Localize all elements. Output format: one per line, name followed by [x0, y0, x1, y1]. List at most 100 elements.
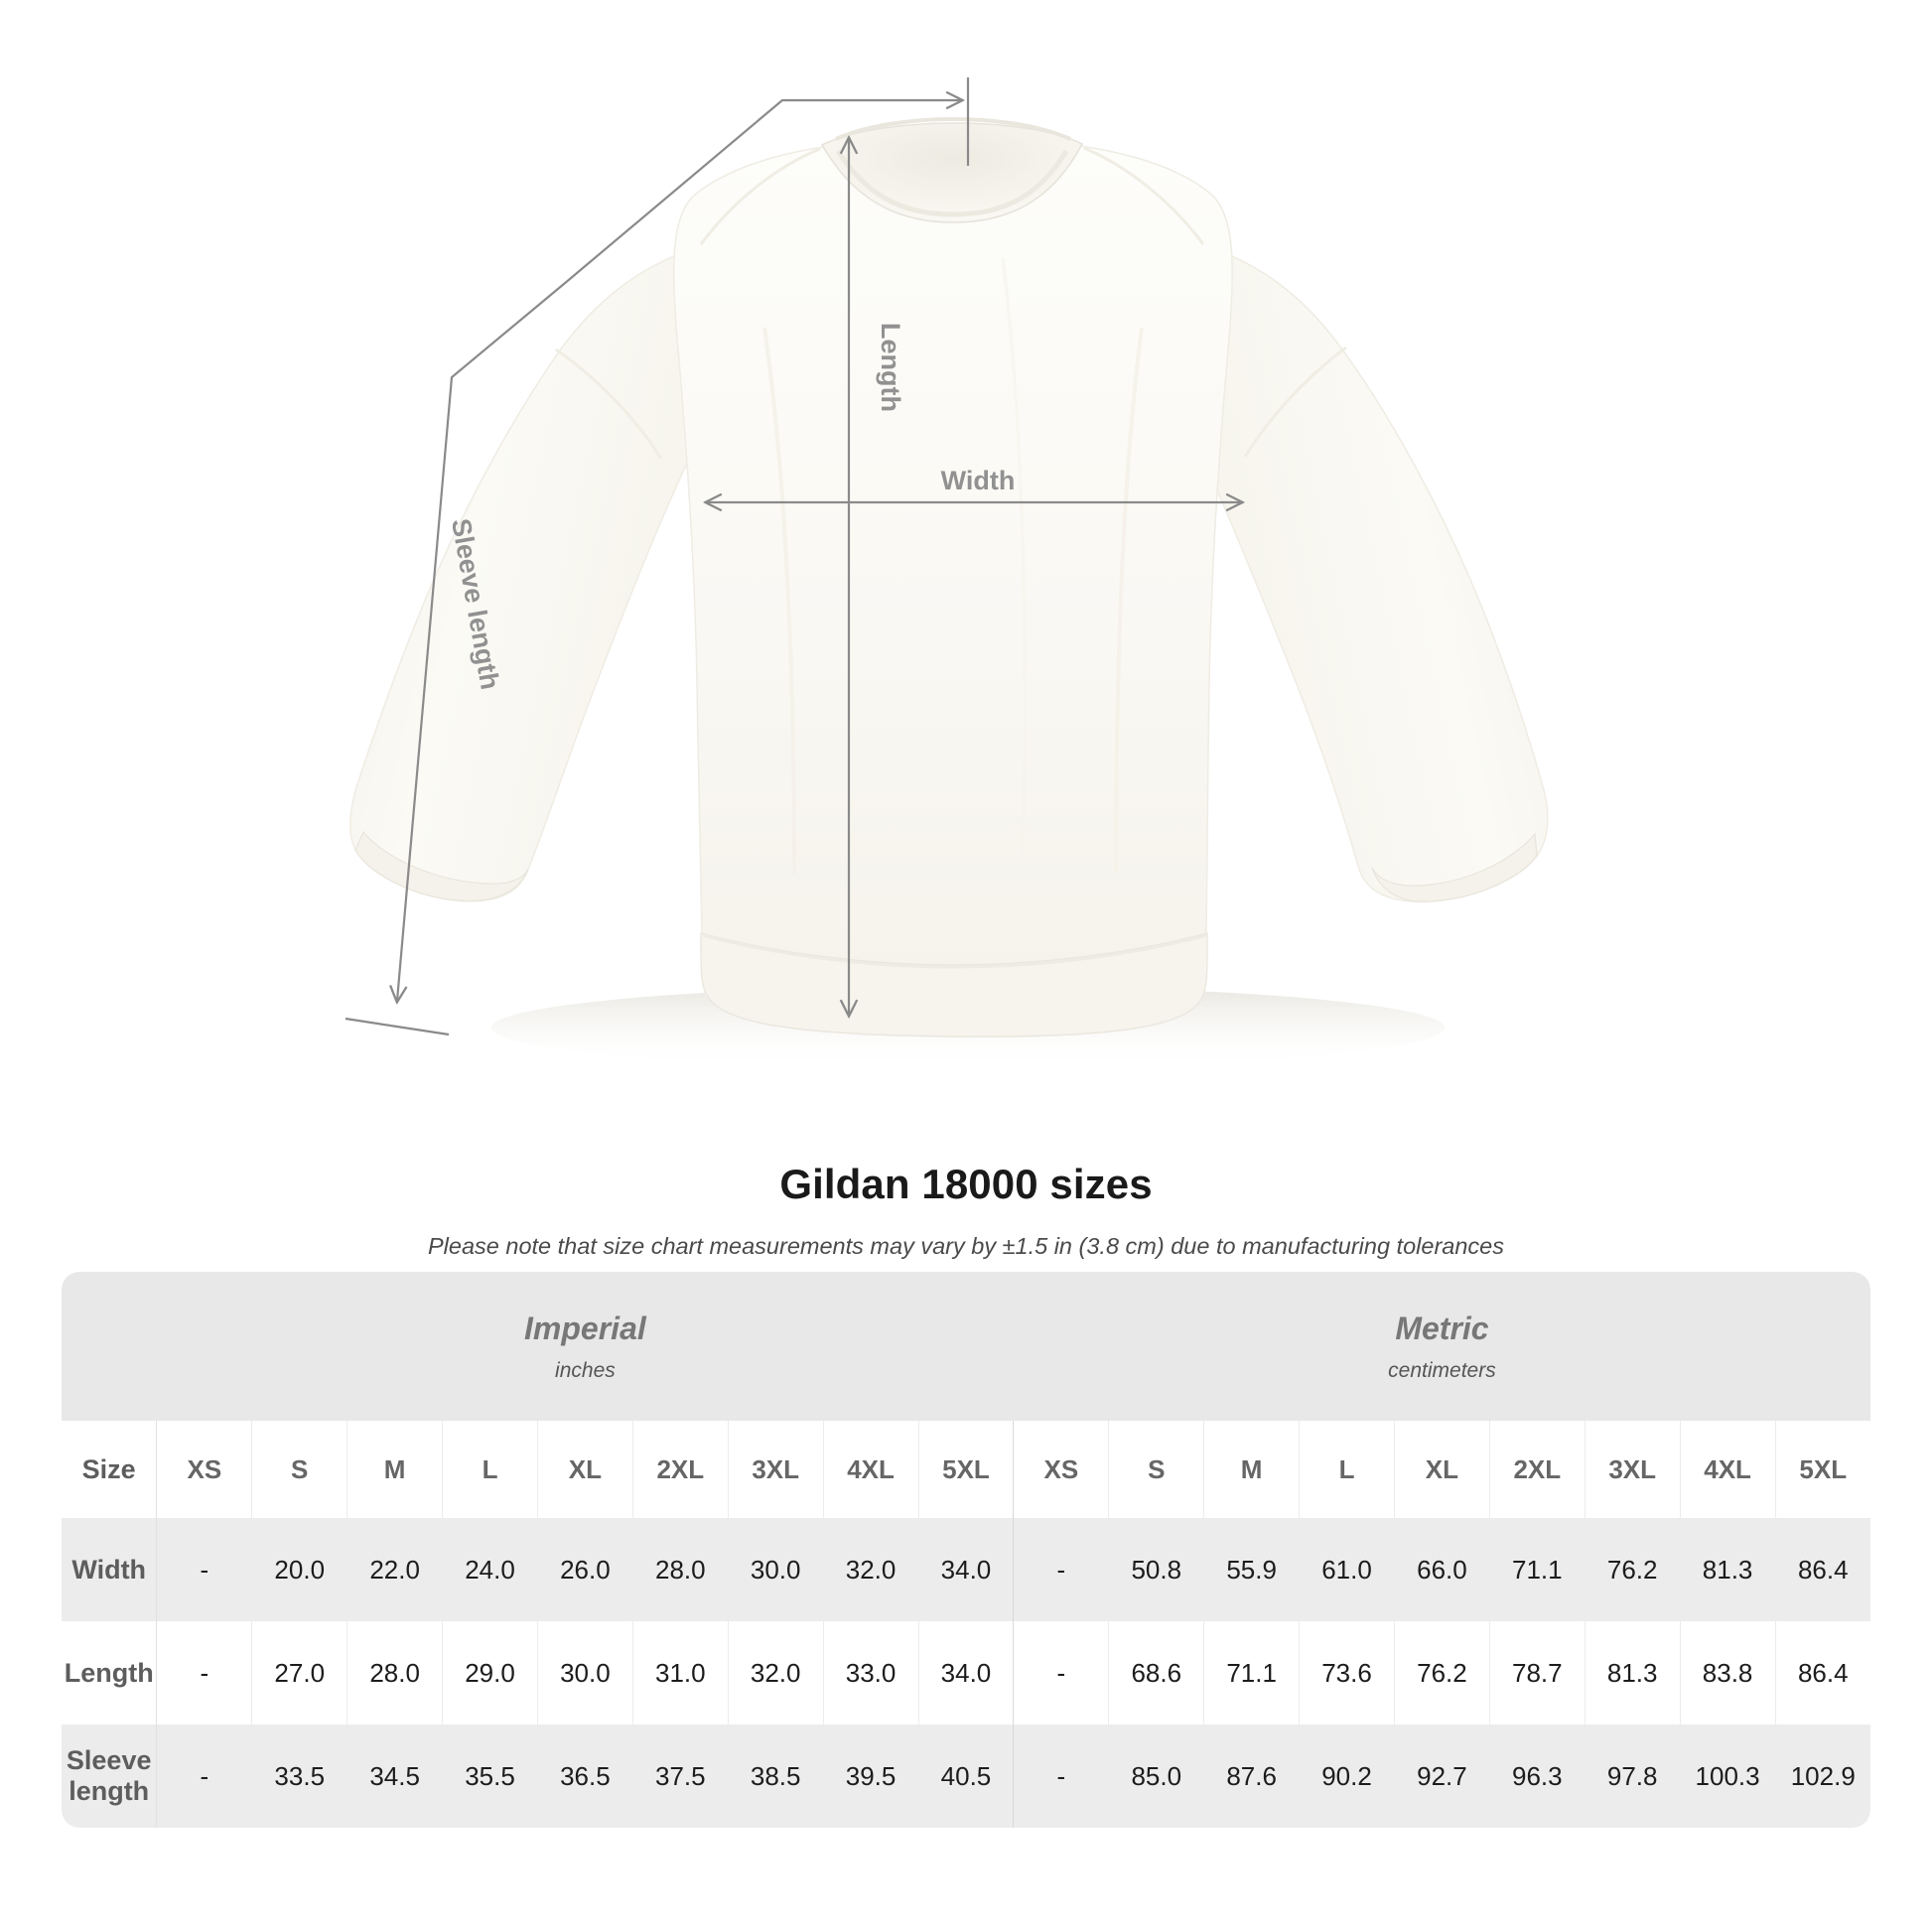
cell-length-imperial-l: 29.0: [442, 1621, 538, 1725]
cell-sleeve-imperial-4xl: 39.5: [823, 1725, 919, 1828]
unit-header-row: Imperial inches Metric centimeters: [62, 1272, 1870, 1421]
cell-length-imperial-xl: 30.0: [537, 1621, 633, 1725]
cell-length-imperial-xs: -: [156, 1621, 253, 1725]
length-annotation-label: Length: [876, 323, 905, 412]
size-header-imperial-5xl: 5XL: [918, 1421, 1015, 1518]
size-header-metric-5xl: 5XL: [1775, 1421, 1870, 1518]
cell-sleeve-imperial-2xl: 37.5: [632, 1725, 729, 1828]
sleeve-guide-line: [397, 100, 961, 1001]
right-sleeve: [1190, 244, 1549, 902]
unit-header-imperial: Imperial inches: [156, 1272, 1014, 1421]
fabric-fold-3: [1001, 257, 1027, 865]
table-row: Length - 27.0 28.0 29.0 30.0 31.0 32.0 3…: [62, 1621, 1870, 1725]
cell-length-metric-s: 68.6: [1108, 1621, 1205, 1725]
cell-length-metric-m: 71.1: [1203, 1621, 1301, 1725]
size-header-imperial-2xl: 2XL: [632, 1421, 729, 1518]
cell-length-imperial-2xl: 31.0: [632, 1621, 729, 1725]
cell-width-imperial-2xl: 28.0: [632, 1518, 729, 1621]
right-sleeve-seam: [1243, 345, 1347, 458]
cell-sleeve-imperial-m: 34.5: [346, 1725, 444, 1828]
cell-length-metric-xs: -: [1013, 1621, 1110, 1725]
chart-heading: Gildan 18000 sizes Please note that size…: [0, 1132, 1932, 1262]
table-row: Width - 20.0 22.0 24.0 26.0 28.0 30.0 32…: [62, 1518, 1870, 1621]
sleeve-guide-start-tick: [345, 1017, 450, 1036]
size-header-label: Size: [62, 1421, 158, 1518]
size-header-metric-s: S: [1108, 1421, 1205, 1518]
size-header-metric-2xl: 2XL: [1489, 1421, 1586, 1518]
size-header-metric-3xl: 3XL: [1585, 1421, 1681, 1518]
size-header-metric-xs: XS: [1013, 1421, 1110, 1518]
cell-sleeve-imperial-xs: -: [156, 1725, 253, 1828]
size-header-metric-m: M: [1203, 1421, 1301, 1518]
left-sleeve: [349, 246, 702, 902]
cell-length-metric-l: 73.6: [1299, 1621, 1395, 1725]
cell-sleeve-metric-3xl: 97.8: [1585, 1725, 1681, 1828]
cell-width-metric-5xl: 86.4: [1775, 1518, 1870, 1621]
cell-width-imperial-s: 20.0: [251, 1518, 348, 1621]
size-chart-table: Imperial inches Metric centimeters Size …: [62, 1272, 1870, 1828]
cell-sleeve-imperial-l: 35.5: [442, 1725, 538, 1828]
unit-sub-metric: centimeters: [1388, 1359, 1496, 1383]
size-header-imperial-xs: XS: [156, 1421, 253, 1518]
right-cuff: [1371, 832, 1538, 902]
cell-width-metric-3xl: 76.2: [1585, 1518, 1681, 1621]
cell-length-imperial-s: 27.0: [251, 1621, 348, 1725]
cell-sleeve-metric-l: 90.2: [1299, 1725, 1395, 1828]
unit-sub-imperial: inches: [555, 1359, 616, 1383]
cell-sleeve-metric-5xl: 102.9: [1775, 1725, 1870, 1828]
cell-sleeve-metric-xs: -: [1013, 1725, 1110, 1828]
cell-sleeve-metric-s: 85.0: [1108, 1725, 1205, 1828]
tolerance-note: Please note that size chart measurements…: [428, 1233, 1504, 1260]
cell-length-imperial-4xl: 33.0: [823, 1621, 919, 1725]
width-annotation-label: Width: [941, 466, 1016, 495]
product-illustration: Length Width Sleeve length: [345, 77, 1549, 1069]
size-header-metric-xl: XL: [1394, 1421, 1490, 1518]
cell-length-metric-5xl: 86.4: [1775, 1621, 1870, 1725]
size-header-imperial-xl: XL: [537, 1421, 633, 1518]
cell-length-imperial-m: 28.0: [346, 1621, 444, 1725]
cell-length-metric-xl: 76.2: [1394, 1621, 1490, 1725]
cell-width-imperial-5xl: 34.0: [918, 1518, 1015, 1621]
cell-width-imperial-xl: 26.0: [537, 1518, 633, 1621]
cell-width-imperial-m: 22.0: [346, 1518, 444, 1621]
unit-name-imperial: Imperial: [524, 1311, 646, 1347]
cell-sleeve-imperial-xl: 36.5: [537, 1725, 633, 1828]
cell-width-metric-m: 55.9: [1203, 1518, 1301, 1621]
right-shoulder-seam: [1083, 146, 1205, 245]
size-header-imperial-4xl: 4XL: [823, 1421, 919, 1518]
cell-sleeve-imperial-5xl: 40.5: [918, 1725, 1015, 1828]
row-label-sleeve-length: Sleeve length: [62, 1725, 158, 1828]
cell-width-metric-l: 61.0: [1299, 1518, 1395, 1621]
unit-header-spacer: [62, 1272, 157, 1421]
cell-width-metric-4xl: 81.3: [1680, 1518, 1776, 1621]
cell-width-metric-2xl: 71.1: [1489, 1518, 1586, 1621]
cell-width-imperial-4xl: 32.0: [823, 1518, 919, 1621]
cell-length-imperial-3xl: 32.0: [728, 1621, 824, 1725]
size-header-metric-4xl: 4XL: [1680, 1421, 1776, 1518]
cell-width-metric-xs: -: [1013, 1518, 1110, 1621]
cell-width-imperial-3xl: 30.0: [728, 1518, 824, 1621]
size-chart-table-container: Imperial inches Metric centimeters Size …: [62, 1272, 1870, 1828]
cell-sleeve-metric-4xl: 100.3: [1680, 1725, 1776, 1828]
size-header-imperial-s: S: [251, 1421, 348, 1518]
unit-name-metric: Metric: [1395, 1311, 1489, 1347]
cell-width-metric-xl: 66.0: [1394, 1518, 1490, 1621]
cell-width-imperial-l: 24.0: [442, 1518, 538, 1621]
cell-length-metric-4xl: 83.8: [1680, 1621, 1776, 1725]
size-header-row: Size XS S M L XL 2XL 3XL 4XL 5XL XS S M …: [62, 1421, 1870, 1518]
size-header-imperial-l: L: [442, 1421, 538, 1518]
fabric-fold-2: [1114, 327, 1144, 875]
cell-width-metric-s: 50.8: [1108, 1518, 1205, 1621]
cell-width-imperial-xs: -: [156, 1518, 253, 1621]
cell-sleeve-metric-2xl: 96.3: [1489, 1725, 1586, 1828]
size-header-imperial-3xl: 3XL: [728, 1421, 824, 1518]
cell-length-metric-3xl: 81.3: [1585, 1621, 1681, 1725]
row-label-length: Length: [62, 1621, 158, 1725]
sweatshirt-body: [672, 145, 1234, 1037]
cell-sleeve-imperial-s: 33.5: [251, 1725, 348, 1828]
cell-length-imperial-5xl: 34.0: [918, 1621, 1015, 1725]
unit-header-metric: Metric centimeters: [1013, 1272, 1870, 1421]
row-label-width: Width: [62, 1518, 158, 1621]
table-row: Sleeve length - 33.5 34.5 35.5 36.5 37.5…: [62, 1725, 1870, 1828]
sweatshirt-svg: Length Width Sleeve length: [345, 77, 1549, 1069]
